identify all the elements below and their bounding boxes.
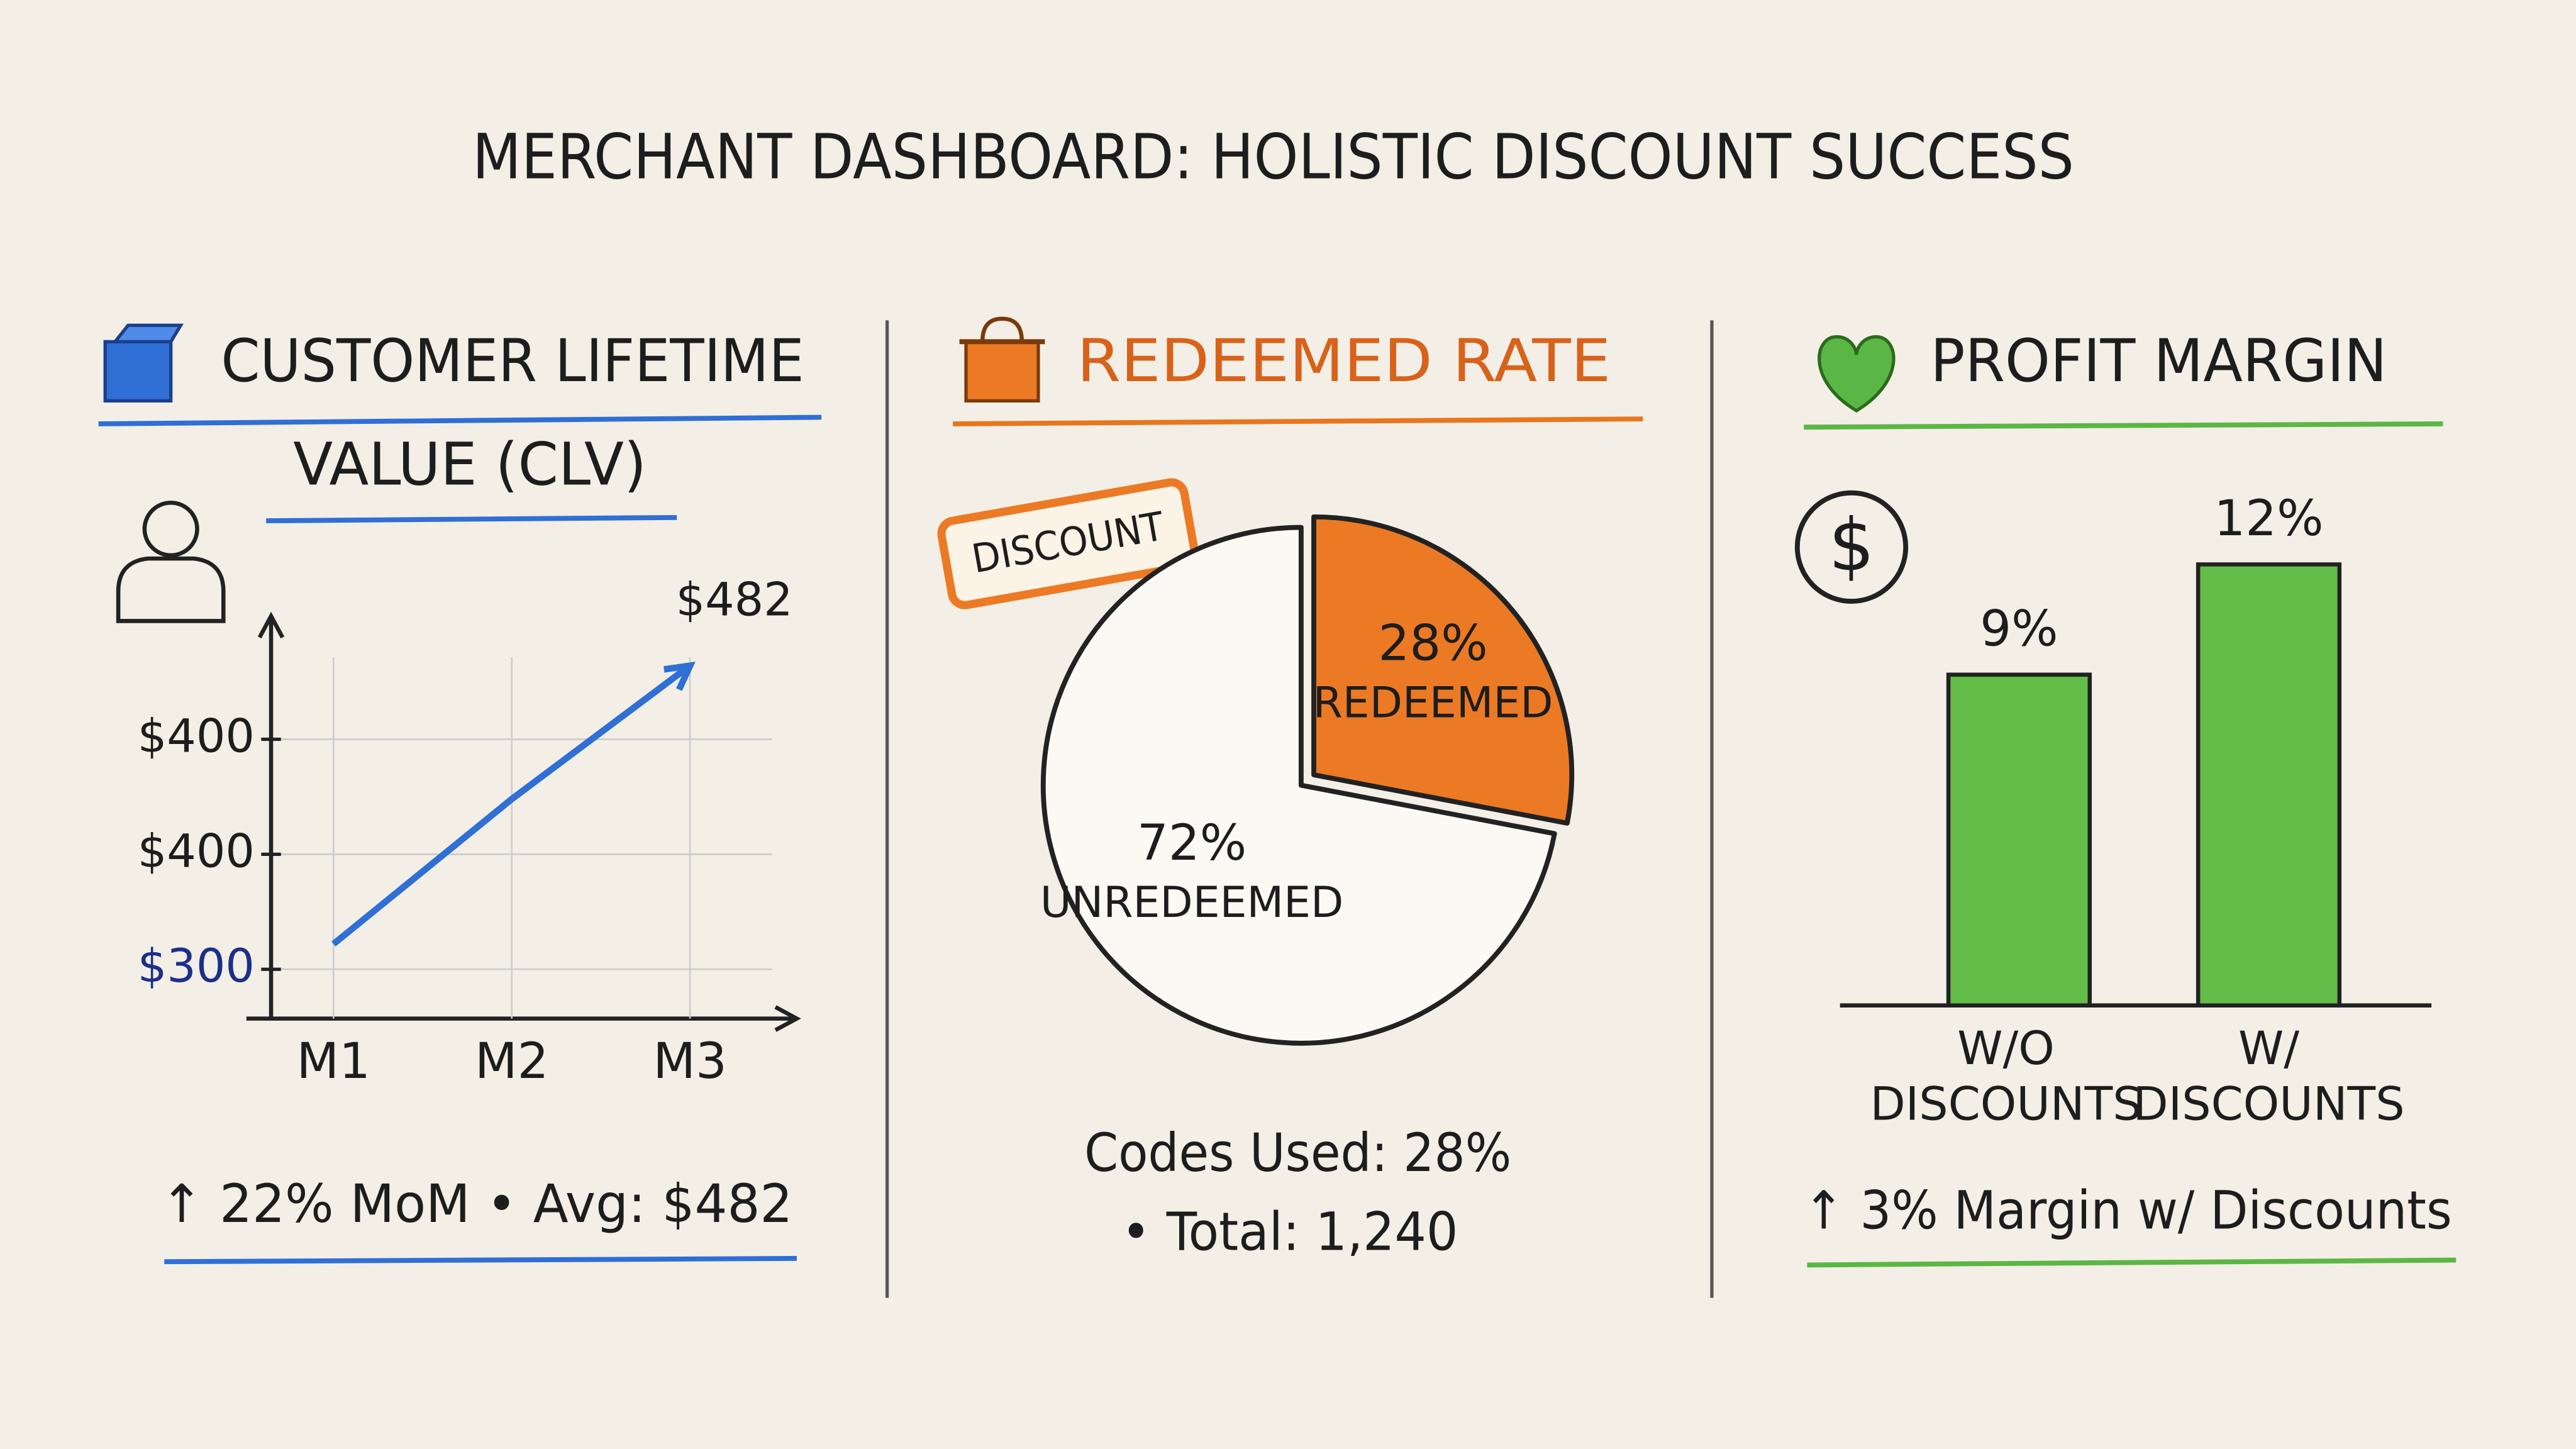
- axis-arrow: [774, 1005, 801, 1032]
- arrowhead: [663, 661, 696, 691]
- x-tick-label: M2: [475, 1033, 548, 1090]
- annotation: $482: [676, 574, 793, 627]
- data-label: 12%: [2214, 490, 2323, 547]
- dollar-icon: [1794, 490, 1909, 604]
- section-title: VALUE (CLV): [293, 430, 647, 499]
- title-underline: [1804, 421, 2443, 430]
- section-title: CUSTOMER LIFETIME: [221, 327, 804, 396]
- x-tick-label: DISCOUNTS: [2133, 1078, 2404, 1131]
- x-tick-label: M1: [297, 1033, 370, 1090]
- icon-text: $: [1828, 503, 1874, 587]
- axis-arrow: [257, 611, 285, 639]
- footer-note: Codes Used: 28%: [1084, 1122, 1511, 1184]
- y-tick-label: $400: [138, 824, 255, 878]
- bag-icon: [959, 316, 1045, 402]
- pie-slice: [1040, 525, 1557, 1046]
- pie-slice: [1311, 514, 1575, 826]
- section-title: PROFIT MARGIN: [1930, 327, 2387, 396]
- data-label: 28%: [1379, 615, 1488, 672]
- person-icon: [116, 501, 226, 623]
- slice-label: REDEEMED: [1313, 679, 1553, 728]
- discount-badge: DISCOUNT: [937, 478, 1199, 609]
- title-underline: [953, 416, 1643, 426]
- footer-note: ↑ 3% Margin w/ Discounts: [1803, 1179, 2452, 1241]
- title-underline: [98, 414, 822, 426]
- y-tick-label: $400: [138, 710, 255, 763]
- line: [331, 663, 692, 947]
- bar: [2196, 562, 2342, 1008]
- data-label: 72%: [1137, 814, 1246, 872]
- title-underline: [266, 514, 677, 523]
- section-title: REDEEMED RATE: [1077, 327, 1611, 396]
- footer-note: ↑ 22% MoM • Avg: $482: [160, 1173, 793, 1235]
- clv-icon: [103, 323, 184, 402]
- x-tick-label: M3: [653, 1033, 726, 1090]
- footer-note: • Total: 1,240: [1121, 1201, 1458, 1262]
- page-title: MERCHANT DASHBOARD: HOLISTIC DISCOUNT SU…: [472, 121, 2074, 193]
- x-tick-label: W/: [2238, 1022, 2299, 1075]
- heart-icon: [1818, 335, 1896, 413]
- bar: [1946, 672, 2092, 1008]
- x-tick-label: DISCOUNTS: [1870, 1078, 2141, 1131]
- data-label: 9%: [1980, 600, 2058, 657]
- note-underline: [164, 1256, 797, 1265]
- slice-label: UNREDEEMED: [1040, 878, 1343, 928]
- y-tick-label: $300: [138, 940, 255, 993]
- x-tick-label: W/O: [1957, 1022, 2055, 1075]
- note-underline: [1807, 1257, 2457, 1268]
